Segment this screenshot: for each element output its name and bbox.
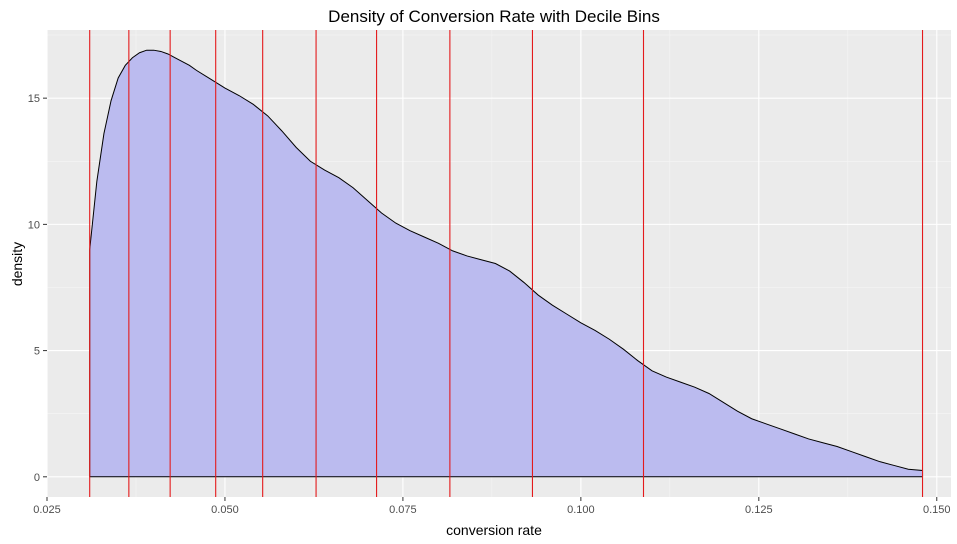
chart-title: Density of Conversion Rate with Decile B…: [328, 7, 660, 26]
y-tick-label: 5: [34, 346, 40, 358]
x-tick-label: 0.150: [923, 504, 951, 516]
x-tick-label: 0.100: [567, 504, 595, 516]
density-area: [89, 50, 923, 477]
y-tick-label: 0: [34, 472, 40, 484]
y-tick-label: 15: [28, 93, 40, 105]
y-tick-label: 10: [28, 219, 40, 231]
x-tick-label: 0.025: [33, 504, 61, 516]
y-axis-title: density: [9, 242, 25, 286]
x-tick-label: 0.125: [745, 504, 773, 516]
x-tick-label: 0.050: [211, 504, 239, 516]
x-axis-ticks: 0.025 0.050 0.075 0.100 0.125 0.150: [33, 497, 951, 516]
x-axis-title: conversion rate: [446, 522, 542, 538]
y-axis-ticks: 0 5 10 15: [28, 93, 47, 484]
density-layer: [89, 49, 924, 478]
decile-lines: [89, 30, 924, 497]
density-outline: [89, 49, 924, 478]
x-tick-label: 0.075: [389, 504, 417, 516]
